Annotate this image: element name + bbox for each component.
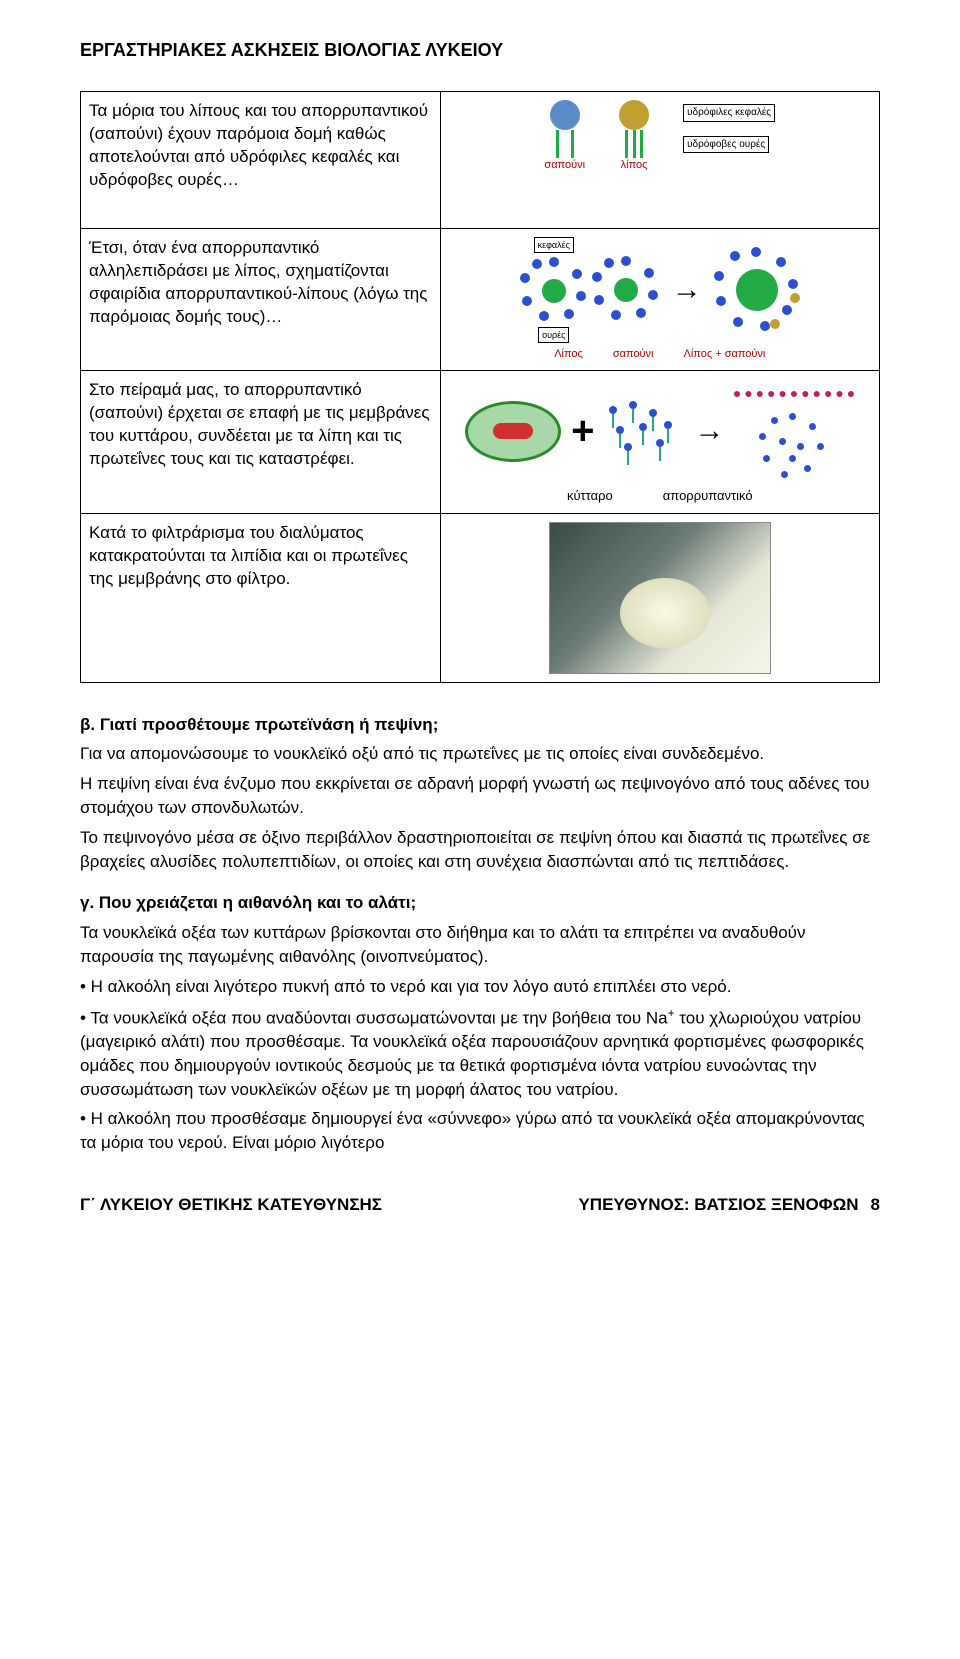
table-row: Έτσι, όταν ένα απορρυπαντικό αλληλεπιδρά… bbox=[81, 229, 880, 371]
question-c-title: γ. Που χρειάζεται η αιθανόλη και το αλάτ… bbox=[80, 893, 416, 912]
cell-diagram-1: σαπούνι λίπος υδρόφιλες κεφαλές υδρόφοβε… bbox=[440, 92, 879, 229]
soap-label: σαπούνι bbox=[544, 158, 585, 173]
filtering-photo bbox=[449, 522, 871, 674]
cell-text-1: Τα μόρια του λίπους και του απορρυπαντικ… bbox=[81, 92, 441, 229]
cell-diagram-3: + → bbox=[440, 371, 879, 514]
page-number: 8 bbox=[871, 1195, 880, 1215]
hydrophilic-heads-label: υδρόφιλες κεφαλές bbox=[683, 104, 775, 122]
tails-annotation: ουρές bbox=[538, 327, 569, 343]
cell-lysis-diagram: + → bbox=[449, 379, 871, 505]
page-footer: Γ΄ ΛΥΚΕΙΟΥ ΘΕΤΙΚΗΣ ΚΑΤΕΥΘΥΝΣΗΣ ΥΠΕΥΘΥΝΟΣ… bbox=[80, 1195, 880, 1215]
paragraph: Το πεψινογόνο μέσα σε όξινο περιβάλλον δ… bbox=[80, 826, 880, 874]
table-row: Κατά το φιλτράρισμα του διαλύματος κατακ… bbox=[81, 513, 880, 682]
micelle-icon bbox=[596, 260, 656, 320]
cell-text-4: Κατά το φιλτράρισμα του διαλύματος κατακ… bbox=[81, 513, 441, 682]
arrow-right-icon: → bbox=[694, 411, 724, 452]
question-b-title: β. Γιατί προσθέτουμε πρωτεϊνάση ή πεψίνη… bbox=[80, 715, 438, 734]
cell-diagram-4 bbox=[440, 513, 879, 682]
body-text: β. Γιατί προσθέτουμε πρωτεϊνάση ή πεψίνη… bbox=[80, 713, 880, 1155]
explanation-table: Τα μόρια του λίπους και του απορρυπαντικ… bbox=[80, 91, 880, 683]
lipid-label: λίπος bbox=[621, 158, 648, 173]
detergent-cluster-icon bbox=[604, 401, 684, 461]
micelle-formation-diagram: κεφαλές ουρές bbox=[449, 237, 871, 362]
detergent-caption: απορρυπαντικό bbox=[663, 487, 753, 505]
combined-caption: Λίπος + σαπούνι bbox=[684, 347, 766, 362]
heads-annotation: κεφαλές bbox=[534, 237, 574, 253]
cell-caption: κύτταρο bbox=[567, 487, 613, 505]
paragraph: Τα νουκλεϊκά οξέα των κυττάρων βρίσκοντα… bbox=[80, 921, 880, 969]
table-row: Στο πείραμά μας, το απορρυπαντικό (σαπού… bbox=[81, 371, 880, 514]
page-header: ΕΡΓΑΣΤΗΡΙΑΚΕΣ ΑΣΚΗΣΕΙΣ ΒΙΟΛΟΓΙΑΣ ΛΥΚΕΙΟΥ bbox=[80, 40, 880, 61]
soap-caption: σαπούνι bbox=[613, 347, 654, 362]
bullet-item: • Η αλκοόλη είναι λιγότερο πυκνή από το … bbox=[80, 975, 880, 999]
photo-placeholder-icon bbox=[549, 522, 771, 674]
bullet-item: • Τα νουκλεϊκά οξέα που αναδύονται συσσω… bbox=[80, 1005, 880, 1102]
plus-icon: + bbox=[571, 404, 594, 458]
lipid-molecule-icon bbox=[619, 100, 649, 158]
footer-left: Γ΄ ΛΥΚΕΙΟΥ ΘΕΤΙΚΗΣ ΚΑΤΕΥΘΥΝΣΗΣ bbox=[80, 1195, 382, 1215]
bullet-item: • Η αλκοόλη που προσθέσαμε δημιουργεί έν… bbox=[80, 1107, 880, 1155]
lysed-particles-icon bbox=[759, 413, 829, 483]
protein-strand-icon bbox=[734, 379, 854, 409]
arrow-right-icon: → bbox=[672, 270, 702, 311]
paragraph: Η πεψίνη είναι ένα ένζυμο που εκκρίνεται… bbox=[80, 772, 880, 820]
soap-molecule-icon bbox=[550, 100, 580, 158]
molecule-structure-diagram: σαπούνι λίπος υδρόφιλες κεφαλές υδρόφοβε… bbox=[449, 100, 871, 220]
footer-right: ΥΠΕΥΘΥΝΟΣ: ΒΑΤΣΙΟΣ ΞΕΝΟΦΩΝ bbox=[578, 1195, 858, 1215]
cell-text-3: Στο πείραμά μας, το απορρυπαντικό (σαπού… bbox=[81, 371, 441, 514]
superscript: + bbox=[668, 1006, 675, 1020]
lipid-caption: Λίπος bbox=[554, 347, 583, 362]
paragraph: Για να απομονώσουμε το νουκλεϊκό οξύ από… bbox=[80, 742, 880, 766]
micelle-icon bbox=[524, 261, 584, 321]
cell-text-2: Έτσι, όταν ένα απορρυπαντικό αλληλεπιδρά… bbox=[81, 229, 441, 371]
cell-diagram-2: κεφαλές ουρές bbox=[440, 229, 879, 371]
combined-micelle-icon bbox=[718, 251, 796, 329]
hydrophobic-tails-label: υδρόφοβες ουρές bbox=[683, 136, 769, 154]
table-row: Τα μόρια του λίπους και του απορρυπαντικ… bbox=[81, 92, 880, 229]
cell-icon bbox=[465, 401, 561, 462]
